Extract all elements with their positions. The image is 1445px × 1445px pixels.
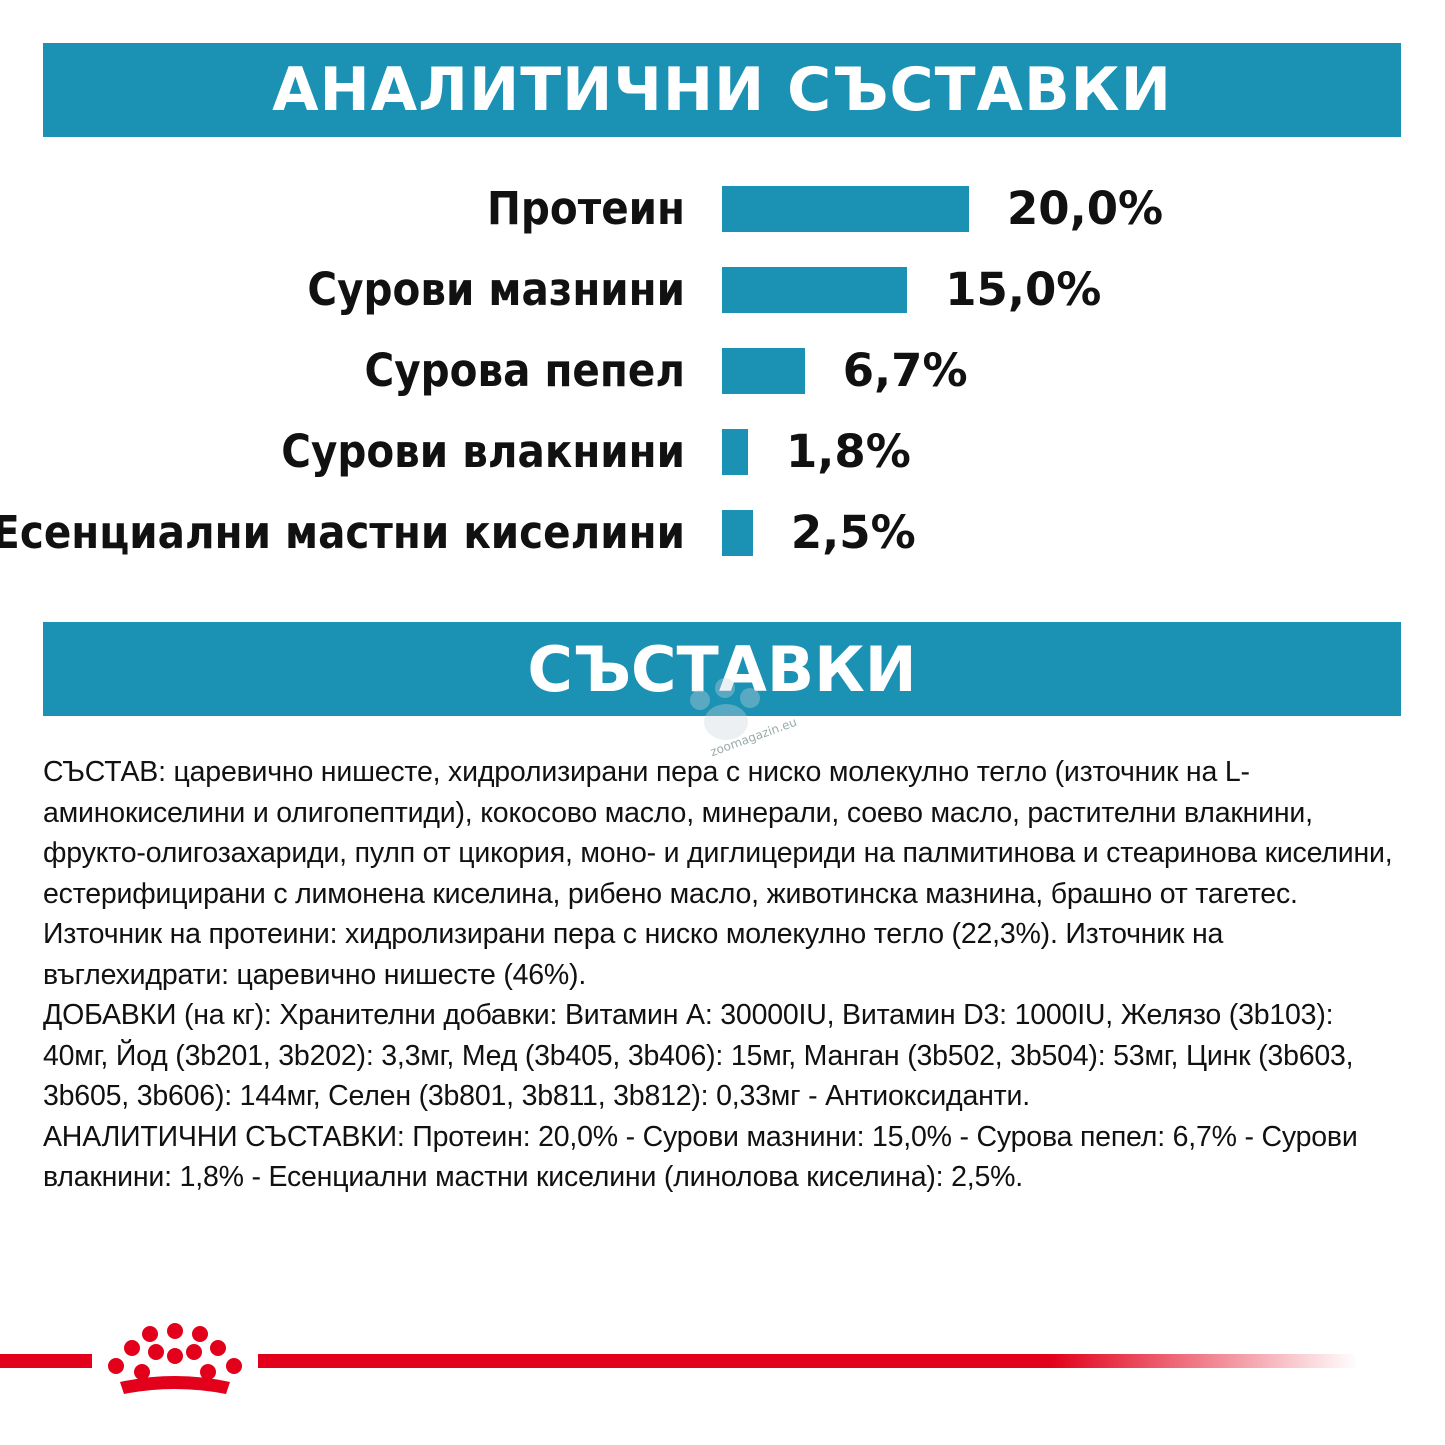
bar xyxy=(722,186,969,232)
bar-row: Сурова пепел 6,7% xyxy=(0,343,1445,399)
bar xyxy=(722,429,748,475)
ingredients-title: СЪСТАВКИ xyxy=(527,632,917,706)
ingredients-text-block: СЪСТАВ: царевично нишесте, хидролизирани… xyxy=(43,752,1403,1198)
bar-label: Протеин xyxy=(487,182,685,235)
ingredients-banner: СЪСТАВКИ xyxy=(43,622,1401,716)
bar-value-label: 6,7% xyxy=(842,344,968,397)
bar-row: Есенциални мастни киселини 2,5% xyxy=(0,505,1445,561)
analytical-constituents-title: АНАЛИТИЧНИ СЪСТАВКИ xyxy=(272,55,1172,125)
footer-red-line-right xyxy=(258,1354,1358,1368)
bar xyxy=(722,510,753,556)
bar xyxy=(722,348,805,394)
bar-label: Есенциални мастни киселини xyxy=(0,506,685,559)
bar-value-label: 1,8% xyxy=(786,425,911,478)
bar-label: Сурови влакнини xyxy=(281,425,685,478)
bar-row: Сурови влакнини 1,8% xyxy=(0,424,1445,480)
paw-icon xyxy=(690,678,760,740)
bar-row: Сурови мазнини 15,0% xyxy=(0,262,1445,318)
bar-label: Сурови мазнини xyxy=(307,263,685,316)
bar-label: Сурова пепел xyxy=(364,344,685,397)
analytical-paragraph: АНАЛИТИЧНИ СЪСТАВКИ: Протеин: 20,0% - Су… xyxy=(43,1120,1358,1194)
bar xyxy=(722,267,908,313)
composition-paragraph: СЪСТАВ: царевично нишесте, хидролизирани… xyxy=(43,756,1393,991)
bar-row: Протеин 20,0% xyxy=(0,181,1445,237)
additives-paragraph: ДОБАВКИ (на кг): Хранителни добавки: Вит… xyxy=(43,999,1354,1112)
royal-crown-icon xyxy=(108,1323,242,1394)
analytical-constituents-banner: АНАЛИТИЧНИ СЪСТАВКИ xyxy=(43,43,1401,137)
footer-red-line-left xyxy=(0,1354,92,1368)
bar-value-label: 15,0% xyxy=(945,263,1102,316)
bar-value-label: 2,5% xyxy=(790,506,916,559)
bar-value-label: 20,0% xyxy=(1007,182,1164,235)
